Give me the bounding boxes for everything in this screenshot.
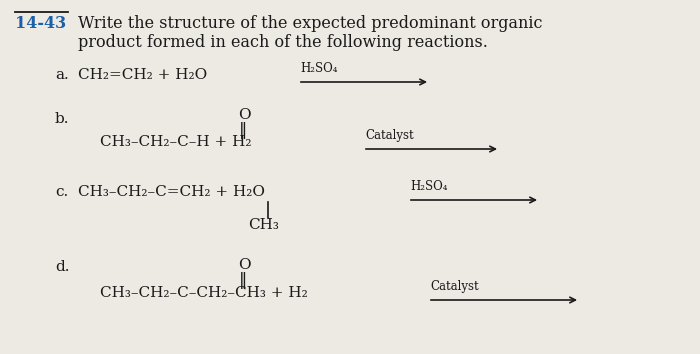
Text: Catalyst: Catalyst [365,129,414,142]
Text: ‖: ‖ [239,272,247,289]
Text: b.: b. [55,112,69,126]
Text: CH₂=CH₂ + H₂O: CH₂=CH₂ + H₂O [78,68,207,82]
Text: CH₃–CH₂–C–CH₂–CH₃ + H₂: CH₃–CH₂–C–CH₂–CH₃ + H₂ [100,286,308,300]
Text: 14-43: 14-43 [15,15,66,32]
Text: H₂SO₄: H₂SO₄ [300,62,337,75]
Text: CH₃–CH₂–C=CH₂ + H₂O: CH₃–CH₂–C=CH₂ + H₂O [78,185,265,199]
Text: a.: a. [55,68,69,82]
Text: CH₃–CH₂–C–H + H₂: CH₃–CH₂–C–H + H₂ [100,135,251,149]
Text: H₂SO₄: H₂SO₄ [410,180,447,193]
Text: d.: d. [55,260,69,274]
Text: ‖: ‖ [239,122,247,139]
Text: O: O [238,258,251,272]
Text: Write the structure of the expected predominant organic: Write the structure of the expected pred… [78,15,542,32]
Text: c.: c. [55,185,69,199]
Text: O: O [238,108,251,122]
Text: product formed in each of the following reactions.: product formed in each of the following … [78,34,488,51]
Text: CH₃: CH₃ [248,218,279,232]
Text: Catalyst: Catalyst [430,280,479,293]
